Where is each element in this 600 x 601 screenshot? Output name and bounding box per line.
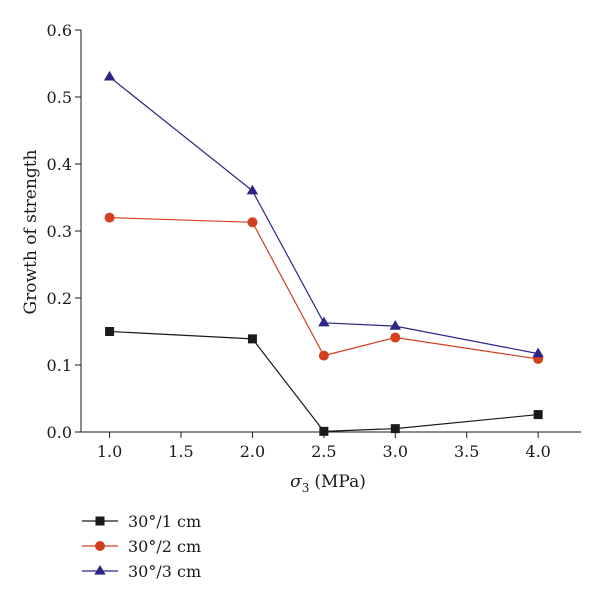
- axis-ticks: 1.0 1.5 2.0 2.5 3.0 3.5 4.0 0.0 0.1 0.2 0.3 0.4 0.5 0…: [47, 21, 551, 461]
- y-axis-label: Growth of strength: [21, 149, 41, 314]
- data-point: [246, 184, 259, 195]
- data-point: [318, 316, 330, 327]
- data-point: [389, 320, 401, 330]
- data-point: [318, 350, 329, 361]
- y-tick-label: 0.5: [47, 88, 72, 107]
- legend-marker: [95, 541, 105, 551]
- series-2: [104, 212, 544, 364]
- x-tick-label: 2.5: [311, 442, 336, 461]
- y-tick-label: 0.4: [47, 155, 72, 174]
- x-axis-symbol: σ: [290, 472, 302, 492]
- x-tick-label: 3.0: [383, 442, 408, 461]
- x-axis-subscript: 3: [302, 481, 310, 495]
- x-tick-label: 3.5: [454, 442, 479, 461]
- series-1: [105, 327, 543, 436]
- data-point: [105, 327, 115, 336]
- x-tick-label: 2.0: [240, 442, 265, 461]
- x-axis-unit: (MPa): [314, 472, 365, 492]
- data-point: [103, 70, 116, 81]
- y-tick-label: 0.3: [47, 222, 72, 241]
- series-line: [109, 76, 539, 355]
- data-point: [390, 332, 401, 343]
- legend: 30°/1 cm 30°/2 cm 30°/3 cm: [82, 512, 201, 581]
- data-point: [533, 410, 543, 420]
- series-3: [103, 70, 544, 358]
- x-axis-label: σ3 (MPa): [290, 472, 366, 495]
- legend-marker: [95, 516, 105, 526]
- data-point: [532, 347, 544, 358]
- legend-item: 30°/3 cm: [82, 562, 201, 581]
- legend-label: 30°/2 cm: [128, 537, 201, 556]
- legend-label: 30°/3 cm: [128, 562, 201, 581]
- data-point: [247, 334, 257, 344]
- x-tick-label: 1.0: [97, 442, 122, 461]
- y-tick-label: 0.6: [47, 21, 72, 40]
- legend-label: 30°/1 cm: [128, 512, 201, 531]
- series-line: [109, 217, 539, 360]
- y-tick-label: 0.0: [47, 423, 72, 442]
- data-point: [104, 212, 115, 223]
- data-point: [390, 424, 400, 434]
- y-tick-label: 0.2: [47, 289, 72, 308]
- legend-marker: [94, 565, 106, 575]
- data-point: [247, 217, 258, 228]
- x-tick-label: 4.0: [525, 442, 550, 461]
- data-point: [319, 426, 329, 436]
- x-tick-label: 1.5: [168, 442, 193, 461]
- series-line: [109, 330, 539, 432]
- legend-item: 30°/2 cm: [82, 537, 201, 556]
- legend-item: 30°/1 cm: [82, 512, 201, 531]
- axes: [80, 30, 581, 433]
- y-tick-label: 0.1: [47, 356, 72, 375]
- series-layer: [103, 70, 544, 436]
